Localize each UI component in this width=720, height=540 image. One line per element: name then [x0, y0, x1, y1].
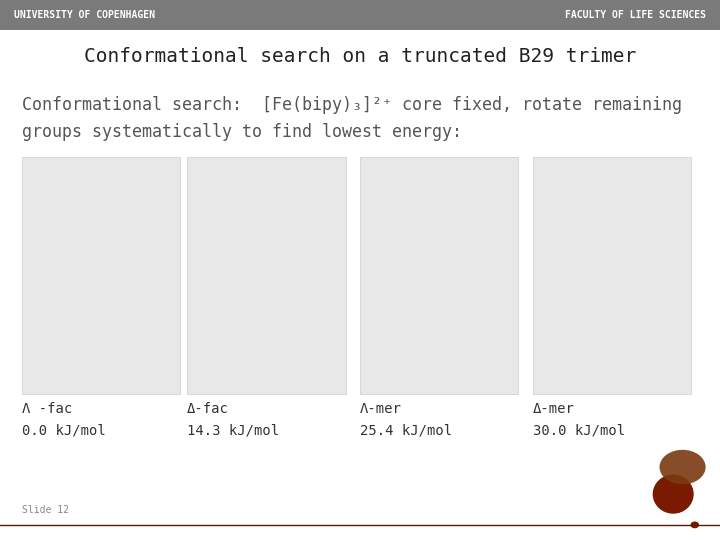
Ellipse shape: [654, 475, 693, 513]
Text: FACULTY OF LIFE SCIENCES: FACULTY OF LIFE SCIENCES: [564, 10, 706, 20]
Text: Λ-mer: Λ-mer: [360, 402, 402, 416]
Text: 30.0 kJ/mol: 30.0 kJ/mol: [533, 424, 625, 438]
Circle shape: [660, 450, 706, 484]
Bar: [0, 0, 720, 30]
Text: 14.3 kJ/mol: 14.3 kJ/mol: [187, 424, 279, 438]
Text: Slide 12: Slide 12: [22, 505, 68, 515]
Text: UNIVERSITY OF COPENHAGEN: UNIVERSITY OF COPENHAGEN: [14, 10, 156, 20]
Circle shape: [691, 522, 698, 528]
Text: Δ-fac: Δ-fac: [187, 402, 229, 416]
Text: Conformational search:  [Fe(bipy)₃]²⁺ core fixed, rotate remaining: Conformational search: [Fe(bipy)₃]²⁺ cor…: [22, 96, 682, 114]
Text: Conformational search on a truncated B29 trimer: Conformational search on a truncated B29…: [84, 47, 636, 66]
Bar: [187, 157, 346, 394]
Text: groups systematically to find lowest energy:: groups systematically to find lowest ene…: [22, 123, 462, 141]
Bar: [22, 157, 180, 394]
Text: 25.4 kJ/mol: 25.4 kJ/mol: [360, 424, 452, 438]
Text: Δ-mer: Δ-mer: [533, 402, 575, 416]
Bar: [533, 157, 691, 394]
Bar: [360, 157, 518, 394]
Text: Λ -fac: Λ -fac: [22, 402, 72, 416]
Text: 0.0 kJ/mol: 0.0 kJ/mol: [22, 424, 105, 438]
